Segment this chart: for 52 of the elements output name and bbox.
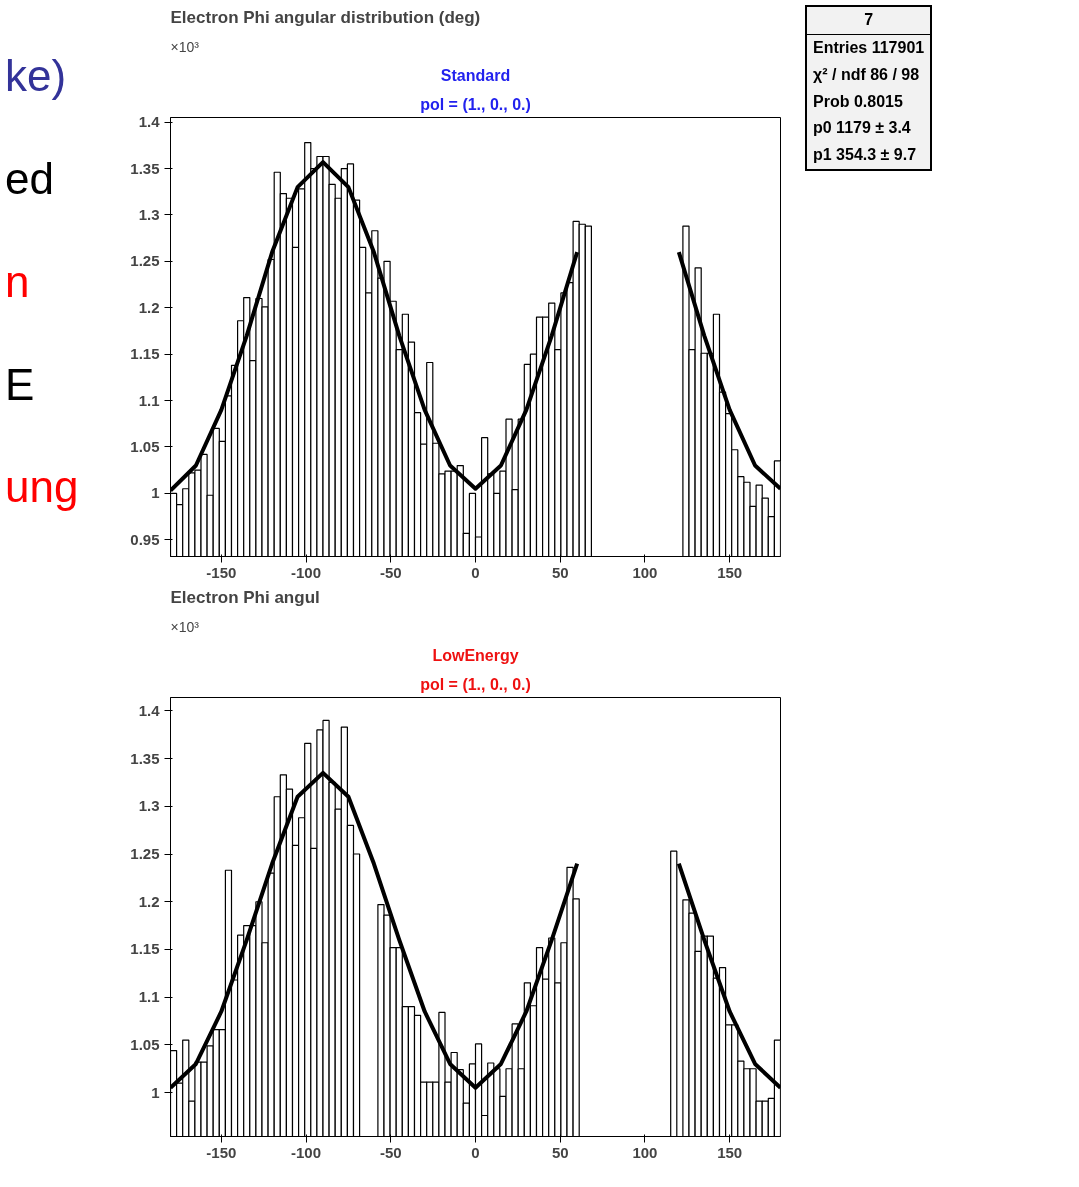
text: p0 1179 ± 3.4	[812, 118, 912, 139]
text: p1 354.3 ± 9.7	[812, 145, 918, 166]
text: pol = (1., 0., 0.)	[420, 675, 531, 693]
y-tick-label: 1.35	[130, 749, 160, 767]
y-tick-label: 1.4	[138, 113, 161, 131]
text: Prob 0.8015	[812, 91, 904, 112]
text: LowEnergy	[432, 646, 519, 664]
chart-title: Electron Phi angular distribution (deg)	[170, 7, 481, 27]
y-tick-label: 1.2	[138, 892, 160, 910]
x-tick-label: -50	[379, 1143, 402, 1161]
x-tick-label: 150	[717, 1143, 743, 1161]
x-tick-label: 0	[471, 1143, 480, 1161]
text: ed	[5, 152, 55, 205]
text: Standard	[440, 66, 511, 84]
text: 7	[807, 7, 931, 35]
text: ×10³	[170, 618, 200, 635]
text: ung	[5, 461, 79, 514]
x-tick-label: 50	[551, 563, 569, 581]
x-tick-label: 100	[632, 563, 658, 581]
text: E	[5, 358, 36, 411]
y-tick-label: 1	[151, 484, 160, 502]
y-tick-label: 1	[151, 1083, 160, 1101]
x-tick-label: 150	[717, 563, 743, 581]
x-tick-label: -150	[206, 1143, 237, 1161]
y-tick-label: 1.35	[130, 159, 160, 177]
y-tick-label: 1.15	[130, 345, 160, 363]
y-tick-label: 1.4	[138, 701, 161, 719]
text: Entries 117901	[812, 37, 926, 58]
y-tick-label: 0.95	[130, 530, 160, 548]
x-tick-label: -150	[206, 563, 237, 581]
y-tick-label: 1.3	[138, 797, 160, 815]
x-tick-label: 0	[471, 563, 480, 581]
y-tick-label: 1.2	[138, 298, 160, 316]
y-tick-label: 1.05	[130, 1035, 160, 1053]
x-tick-label: 50	[551, 1143, 569, 1161]
text: n	[5, 255, 31, 308]
x-tick-label: -100	[291, 1143, 322, 1161]
y-tick-label: 1.25	[130, 252, 160, 270]
y-tick-label: 1.1	[138, 391, 160, 409]
text: ke)	[5, 50, 68, 102]
y-tick-label: 1.1	[138, 988, 160, 1006]
text: pol = (1., 0., 0.)	[420, 95, 531, 113]
chart-title: Electron Phi angul	[170, 587, 320, 607]
x-tick-label: 100	[632, 1143, 658, 1161]
x-tick-label: -100	[291, 563, 322, 581]
y-tick-label: 1.05	[130, 437, 160, 455]
text: ×10³	[170, 38, 200, 55]
text: χ² / ndf 86 / 98	[812, 64, 921, 85]
y-tick-label: 1.3	[138, 205, 160, 223]
y-tick-label: 1.25	[130, 845, 160, 863]
x-tick-label: -50	[379, 563, 402, 581]
y-tick-label: 1.15	[130, 940, 160, 958]
